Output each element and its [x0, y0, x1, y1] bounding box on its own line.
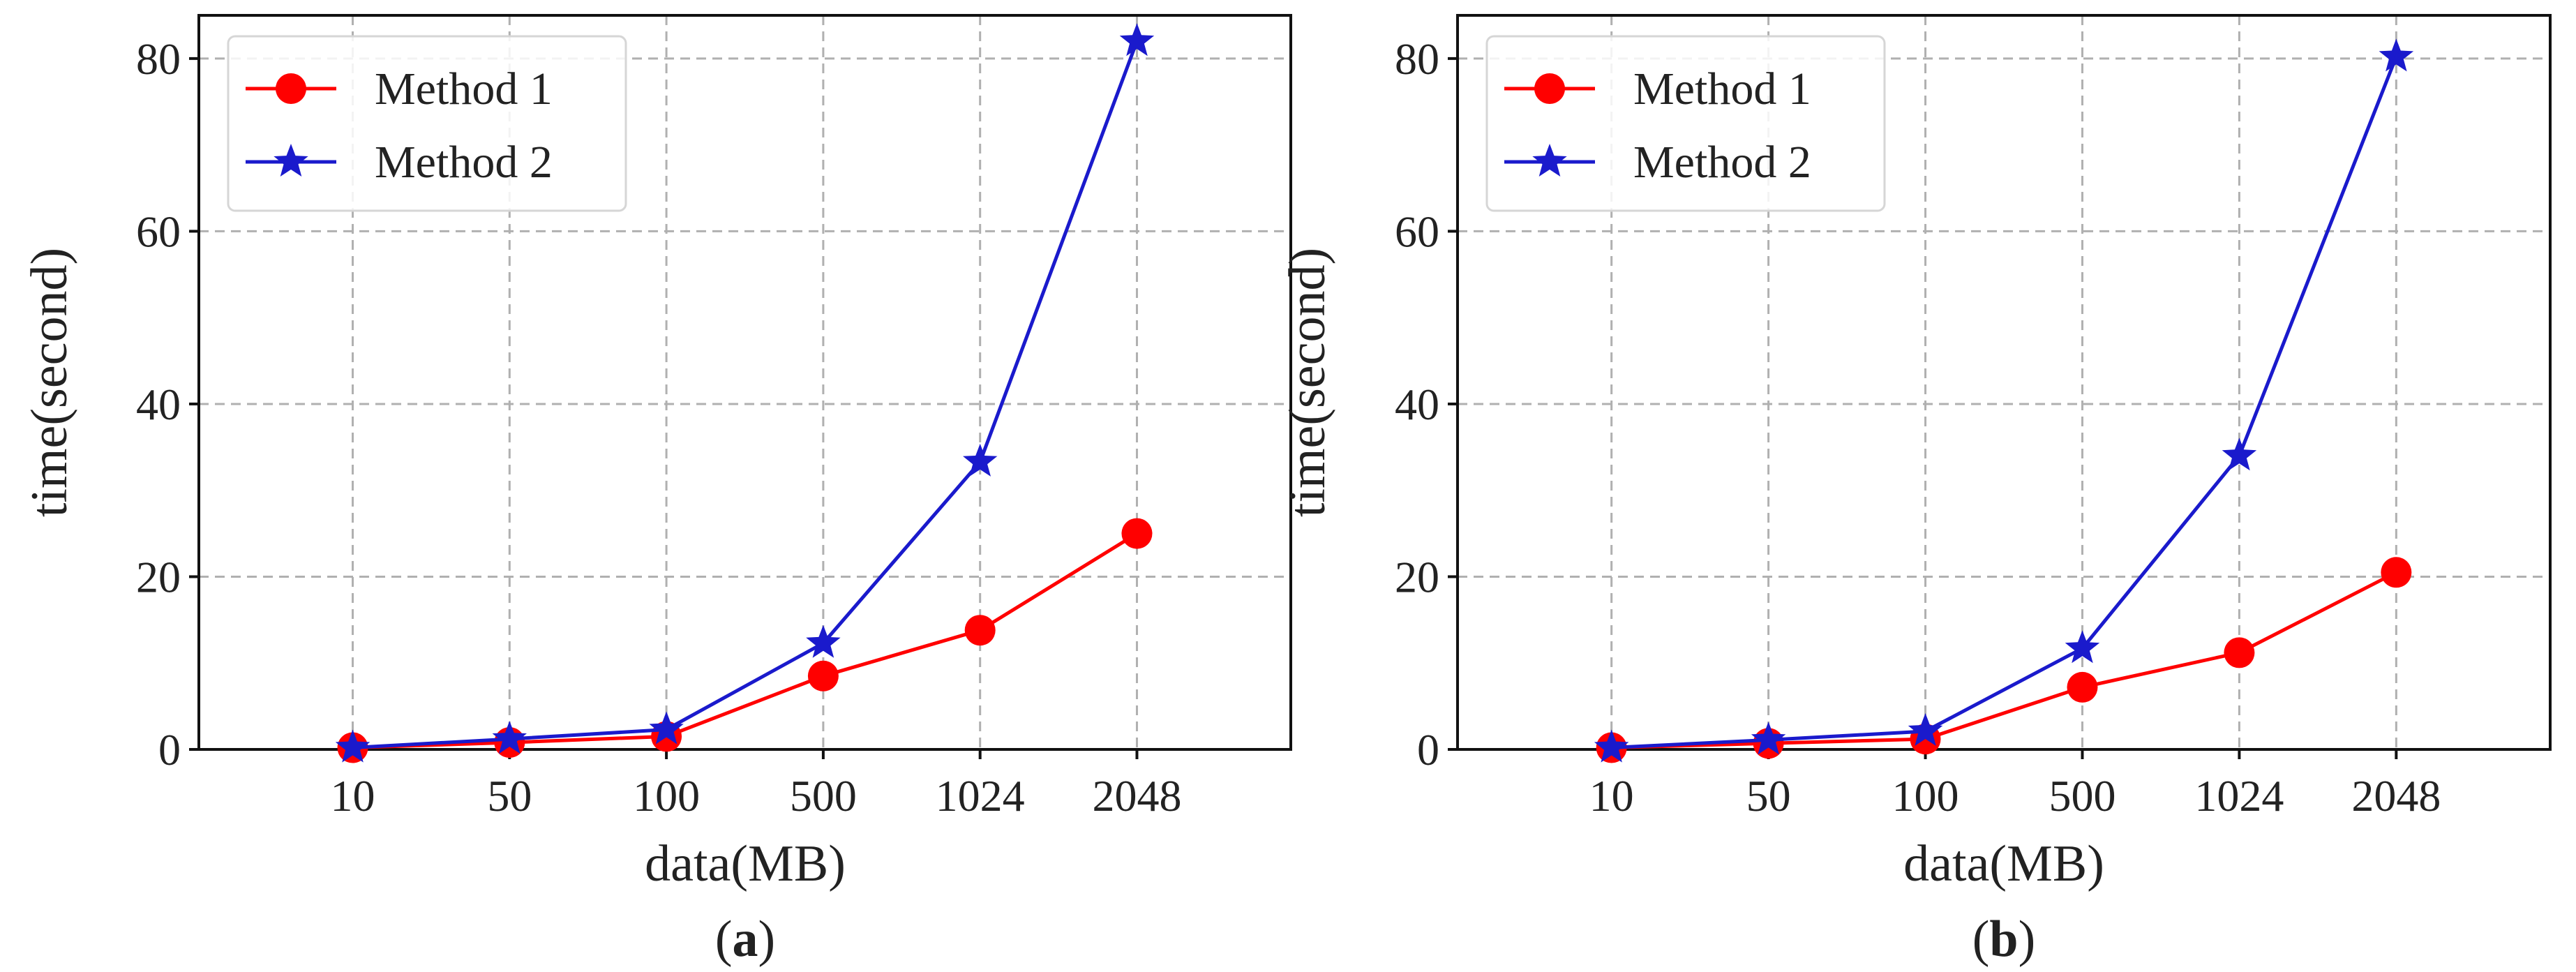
panel-caption: (b) — [1972, 911, 2035, 968]
y-tick-label: 0 — [158, 725, 181, 775]
legend: Method 1 Method 2 — [1485, 35, 1886, 212]
chart-panel-b: 10 50 100 500 1024 2048 0 20 40 60 80 data(MB) time(… — [1279, 14, 2552, 968]
x-tick-label: 100 — [1892, 771, 1959, 821]
series-point-circle — [964, 615, 996, 646]
series-point-star — [806, 625, 841, 658]
x-tick-label: 2048 — [1092, 771, 1181, 821]
x-tick-label: 2048 — [2351, 771, 2441, 821]
legend-marker-star — [1532, 144, 1567, 177]
legend-label: Method 1 — [1633, 63, 1811, 114]
series-point-star — [2222, 438, 2257, 471]
panel-caption-letter: b — [1989, 911, 2018, 968]
x-tick-label: 1024 — [936, 771, 1025, 821]
x-tick-label: 10 — [1589, 771, 1634, 821]
legend-marker-circle — [1534, 73, 1565, 104]
x-axis-label: data(MB) — [645, 835, 846, 892]
legend-box — [227, 35, 627, 212]
y-tick-label: 20 — [136, 552, 181, 601]
legend-label: Method 2 — [1633, 137, 1811, 188]
legend-box — [1485, 35, 1886, 212]
legend: Method 1 Method 2 — [227, 35, 627, 212]
y-tick-label: 80 — [136, 34, 181, 84]
x-tick-label: 50 — [487, 771, 532, 821]
x-tick-label: 10 — [331, 771, 375, 821]
y-tick-label: 0 — [1417, 725, 1439, 775]
x-tick-label: 50 — [1746, 771, 1791, 821]
y-tick-label: 60 — [1395, 207, 1439, 256]
plot-frame — [197, 14, 1292, 751]
plot-frame — [1456, 14, 2552, 751]
series-point-circle — [1121, 518, 1153, 549]
series-point-star — [2379, 38, 2414, 72]
series-point-circle — [2381, 557, 2412, 588]
legend-marker-star — [274, 144, 308, 177]
series-point-star — [1908, 713, 1943, 746]
series-point-star — [1119, 23, 1155, 57]
x-tick-label: 500 — [2049, 771, 2116, 821]
series-point-star — [1751, 721, 1786, 755]
series-point-star — [963, 443, 998, 477]
series-line-circle — [352, 532, 1138, 749]
series-point-circle — [807, 660, 839, 691]
series-point-star — [649, 711, 684, 745]
legend-marker-circle — [276, 73, 306, 104]
x-axis-label: data(MB) — [1903, 835, 2104, 892]
series-point-star — [2065, 630, 2100, 664]
y-tick-label: 80 — [1395, 34, 1439, 84]
x-tick-label: 100 — [633, 771, 700, 821]
y-tick-label: 20 — [1395, 552, 1439, 601]
legend-label: Method 1 — [375, 63, 553, 114]
y-tick-label: 60 — [136, 207, 181, 256]
y-axis-label: time(second) — [1279, 248, 1336, 517]
y-axis-label: time(second) — [21, 248, 78, 517]
series-point-circle — [2067, 671, 2098, 703]
x-tick-label: 1024 — [2194, 771, 2284, 821]
x-tick-label: 500 — [790, 771, 857, 821]
panel-caption-letter: a — [733, 911, 758, 968]
panel-caption: (a) — [715, 911, 775, 968]
series-point-star — [1594, 729, 1629, 763]
series-line-circle — [1611, 571, 2397, 749]
series-point-circle — [2224, 637, 2255, 668]
series-line-star — [1611, 56, 2398, 749]
series-point-star — [492, 721, 527, 754]
series-point-star — [335, 729, 370, 763]
chart-panel-a: 10 50 100 500 1024 2048 0 20 40 60 80 data(MB) time(… — [21, 14, 1292, 968]
y-tick-label: 40 — [136, 380, 181, 429]
series-line-star — [352, 40, 1139, 749]
legend-label: Method 2 — [375, 137, 553, 188]
y-tick-label: 40 — [1395, 380, 1439, 429]
